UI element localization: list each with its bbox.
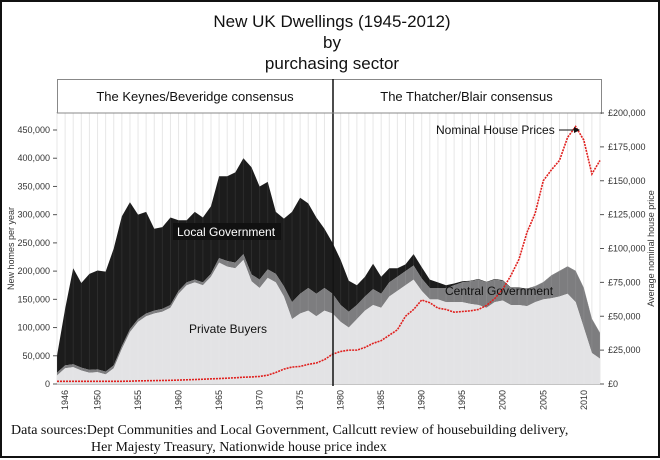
y-tick-label: 350,000: [17, 181, 50, 191]
y2-tick-label: £75,000: [608, 277, 641, 287]
annotation-central-government: Central Government: [445, 284, 554, 298]
x-tick-label: 1946: [60, 390, 70, 410]
y2-tick-label: £0: [608, 379, 618, 389]
y-tick-label: 0: [45, 379, 50, 389]
x-tick-label: 1970: [255, 390, 265, 410]
y2-tick-label: £150,000: [608, 176, 646, 186]
y2-tick-label: £125,000: [608, 210, 646, 220]
x-tick-label: 1995: [457, 390, 467, 410]
y-tick-label: 100,000: [17, 323, 50, 333]
x-tick-label: 2000: [498, 390, 508, 410]
y-tick-label: 450,000: [17, 125, 50, 135]
area-central-government: [57, 254, 600, 376]
x-tick-label: 2005: [538, 390, 548, 410]
era-label-keynes: The Keynes/Beveridge consensus: [96, 89, 294, 104]
y-tick-label: 400,000: [17, 153, 50, 163]
y2-axis-title: Average nominal house price: [646, 190, 656, 306]
annotation-local-government: Local Government: [177, 225, 276, 239]
x-tick-label: 1965: [214, 390, 224, 410]
x-tick-label: 2010: [579, 390, 589, 410]
x-tick-label: 1985: [376, 390, 386, 410]
y-tick-label: 50,000: [22, 351, 50, 361]
era-label-thatcher: The Thatcher/Blair consensus: [380, 89, 553, 104]
x-tick-label: 1990: [417, 390, 427, 410]
x-tick-label: 1950: [93, 390, 103, 410]
era-header: [57, 79, 602, 114]
chart-title-line-1: New UK Dwellings (1945-2012): [213, 12, 451, 31]
y2-tick-label: £175,000: [608, 142, 646, 152]
y-tick-label: 200,000: [17, 266, 50, 276]
x-tick-label: 1980: [336, 390, 346, 410]
y2-tick-label: £200,000: [608, 108, 646, 118]
label-bg-local-government: [173, 223, 281, 240]
y-axis-title: New homes per year: [6, 207, 16, 290]
annotation-nominal-house-prices: Nominal House Prices: [436, 123, 555, 137]
x-tick-label: 1960: [174, 390, 184, 410]
area-local-government: [57, 158, 600, 373]
area-private-buyers: [57, 259, 600, 384]
y2-tick-label: £100,000: [608, 244, 646, 254]
y-tick-label: 300,000: [17, 210, 50, 220]
sources-line-2: Her Majesty Treasury, Nationwide house p…: [91, 440, 387, 455]
y2-tick-label: £25,000: [608, 345, 641, 355]
y-tick-label: 150,000: [17, 294, 50, 304]
y2-tick-label: £50,000: [608, 311, 641, 321]
annotation-private-buyers: Private Buyers: [189, 322, 267, 336]
x-tick-label: 1975: [295, 390, 305, 410]
x-tick-label: 1955: [133, 390, 143, 410]
chart-title-line-2: by: [323, 33, 341, 52]
sources-line-1: Data sources:Dept Communities and Local …: [11, 423, 569, 438]
annotation-arrow-head: [574, 127, 580, 133]
chart-title-line-3: purchasing sector: [264, 54, 400, 73]
label-bg-private-buyers: [185, 320, 275, 337]
line-nominal-house-prices: [57, 125, 601, 383]
y-tick-label: 250,000: [17, 238, 50, 248]
